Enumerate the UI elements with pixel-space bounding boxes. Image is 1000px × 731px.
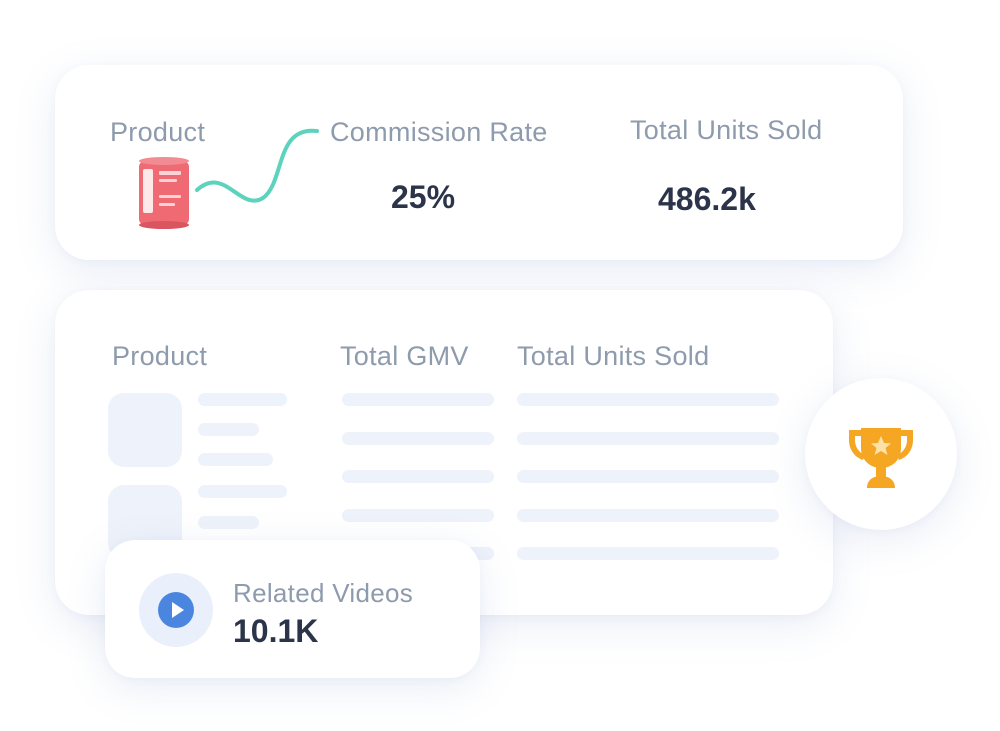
skeleton-bar (517, 470, 779, 483)
commission-rate-label: Commission Rate (330, 117, 548, 147)
column-header-product: Product (112, 341, 208, 371)
product-label: Product (110, 117, 206, 147)
connector-curve (195, 128, 319, 203)
skeleton-bar (342, 393, 494, 406)
play-icon (158, 592, 194, 628)
total-units-label: Total Units Sold (630, 115, 823, 145)
skeleton-bar (198, 393, 287, 406)
play-icon-circle (139, 573, 213, 647)
trophy-icon (849, 428, 913, 488)
related-videos-label: Related Videos (233, 578, 414, 608)
commission-rate-value: 25% (391, 179, 456, 215)
summary-card: Product Commission Rate 25% Total Units … (55, 65, 903, 260)
skeleton-bar (342, 470, 494, 483)
skeleton-bar (342, 509, 494, 522)
skeleton-bar (517, 547, 779, 560)
skeleton-bar (517, 393, 779, 406)
skeleton-bar (517, 509, 779, 522)
skeleton-bar (198, 516, 259, 529)
skeleton-bar (198, 423, 259, 436)
trophy-badge (805, 378, 957, 530)
column-header-total-gmv: Total GMV (340, 341, 469, 371)
skeleton-bar (517, 432, 779, 445)
related-videos-value: 10.1K (233, 613, 319, 649)
product-can-image (139, 157, 189, 229)
product-thumbnail-placeholder (108, 393, 182, 467)
skeleton-bar (198, 453, 273, 466)
skeleton-bar (342, 432, 494, 445)
column-header-total-units-sold: Total Units Sold (517, 341, 710, 371)
related-videos-card: Related Videos 10.1K (105, 540, 480, 678)
total-units-value: 486.2k (658, 181, 756, 217)
skeleton-bar (198, 485, 287, 498)
